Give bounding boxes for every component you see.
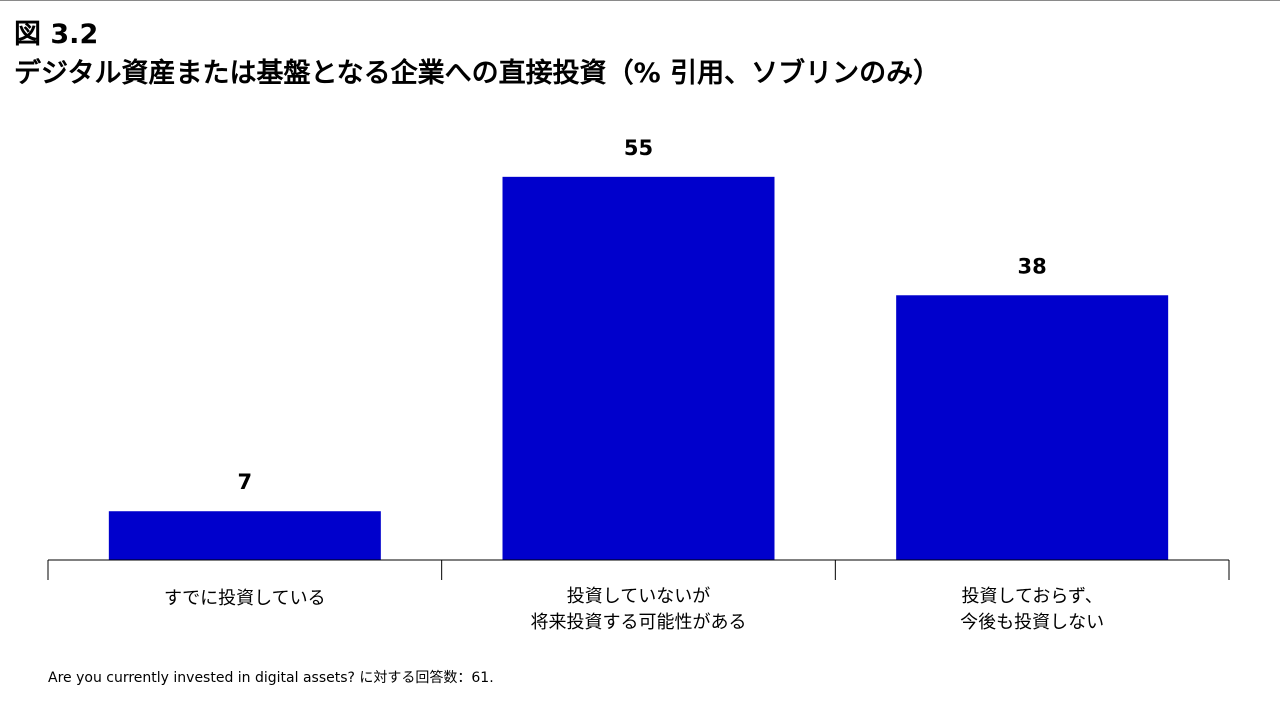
value-label-1: 7 [238, 470, 253, 494]
category-label-2: 将来投資する可能性がある [531, 612, 747, 633]
footnote: Are you currently invested in digital as… [48, 670, 494, 686]
x-axis [47, 559, 1230, 580]
value-label-3: 38 [1018, 254, 1047, 278]
category-label-1: すでに投資している [164, 588, 326, 609]
category-label-3: 投資しておらず、 [962, 586, 1103, 607]
category-label-3: 今後も投資しない [960, 612, 1104, 633]
figure-label: 図 3.2 [14, 19, 99, 50]
chart-title: デジタル資産または基盤となる企業への直接投資（% 引用、ソブリンのみ） [14, 58, 941, 89]
value-label-2: 55 [624, 136, 653, 160]
bar-1 [108, 511, 381, 560]
bar-2 [502, 176, 775, 561]
bar-3 [896, 295, 1169, 560]
value-labels-group: 7 55 38 [238, 136, 1047, 494]
bars-group [108, 176, 1169, 561]
category-label-2: 投資していないが [567, 586, 710, 607]
top-rule [0, 0, 1280, 1]
